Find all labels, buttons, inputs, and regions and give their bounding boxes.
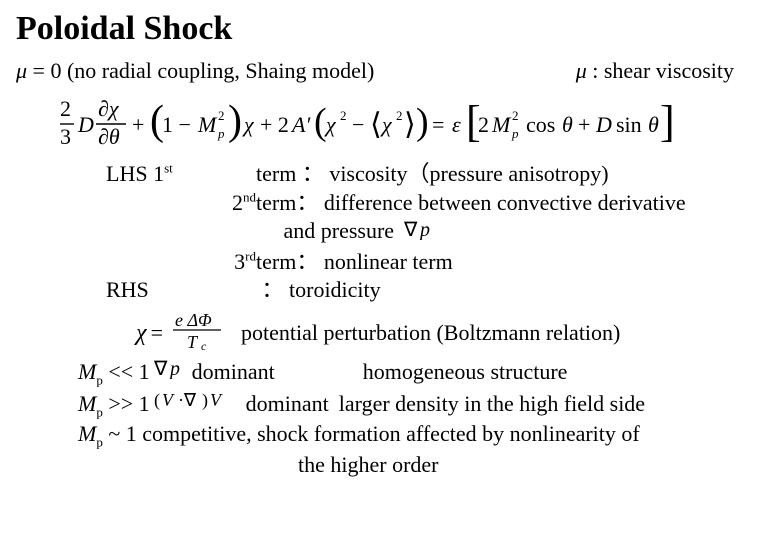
svg-text:T: T [187, 332, 199, 350]
grad-p-icon: ∇p [404, 219, 440, 247]
chi-definition: χ = e ΔΦ T c potential perturbation (Bol… [136, 310, 764, 357]
svg-text:∂χ: ∂χ [98, 98, 120, 121]
svg-text:3: 3 [60, 124, 71, 149]
svg-text:M: M [491, 112, 512, 137]
case-mp-large: Mp >> 1 ( V ·∇ ) V dominant larger densi… [78, 389, 764, 421]
svg-text:): ) [416, 101, 429, 143]
svg-text:(: ( [154, 390, 160, 411]
lhs-3rd-desc: term： nonlinear term [256, 248, 453, 276]
svg-text:−: − [352, 112, 364, 137]
svg-text:χ: χ [242, 112, 255, 137]
svg-text:+: + [132, 112, 144, 137]
svg-text:·∇: ·∇ [178, 390, 197, 410]
svg-text:2: 2 [396, 108, 403, 123]
v-grad-v-icon: ( V ·∇ ) V [154, 389, 242, 418]
svg-text:2: 2 [60, 98, 71, 121]
svg-text:⟨: ⟨ [370, 108, 382, 141]
subtitle-row: μ = 0 (no radial coupling, Shaing model)… [16, 57, 764, 85]
svg-text:M: M [197, 112, 218, 137]
svg-text:p: p [511, 126, 519, 141]
svg-text:+: + [578, 112, 590, 137]
case-mp-small: Mp << 1 ∇p dominant homogeneous structur… [78, 358, 764, 389]
svg-text:χ: χ [380, 112, 393, 137]
grad-p-icon-2: ∇p [154, 358, 188, 386]
svg-text:2: 2 [512, 108, 519, 123]
svg-text:V: V [162, 390, 175, 410]
svg-text:p: p [217, 126, 225, 141]
svg-text:1 −: 1 − [162, 112, 191, 137]
svg-text:ε: ε [452, 112, 461, 137]
chi-fraction-icon: e ΔΦ T c [171, 310, 225, 357]
svg-text:A′: A′ [290, 112, 311, 137]
mu-symbol-left: μ [16, 58, 27, 83]
svg-text:p: p [418, 220, 430, 240]
svg-text:c: c [201, 339, 207, 350]
mu-zero-text: = 0 (no radial coupling, Shaing model) [27, 58, 374, 83]
lhs-1st-label: LHS 1st [106, 160, 256, 188]
svg-text:]: ] [660, 98, 675, 146]
svg-text:D: D [595, 112, 612, 137]
svg-text:): ) [228, 98, 242, 144]
svg-text:e ΔΦ: e ΔΦ [175, 310, 212, 330]
svg-text:2: 2 [218, 108, 225, 123]
mu-viscosity-note: μ : shear viscosity [576, 57, 734, 85]
mu-viscosity-text: : shear viscosity [587, 58, 734, 83]
chi-symbol: χ [136, 318, 147, 348]
svg-text:∂θ: ∂θ [98, 124, 120, 149]
svg-text:2: 2 [478, 112, 489, 137]
lhs-1st-desc: term ： viscosity（pressure anisotropy) [256, 160, 609, 188]
lhs-2nd-desc: term： difference between convective deri… [256, 189, 686, 217]
svg-text:cos: cos [526, 112, 555, 137]
svg-text:θ: θ [562, 112, 573, 137]
svg-text:D: D [77, 112, 94, 137]
svg-text:(: ( [314, 101, 327, 143]
svg-text:p: p [168, 359, 180, 379]
svg-text:χ: χ [324, 112, 337, 137]
svg-text:): ) [202, 390, 208, 411]
svg-text:θ: θ [648, 112, 659, 137]
mu-zero-note: μ = 0 (no radial coupling, Shaing model) [16, 57, 374, 85]
svg-text:⟩: ⟩ [404, 108, 416, 141]
main-equation: 2 3 D ∂χ ∂θ + ( 1 − M p 2 ) χ + 2 A′ ( χ… [60, 98, 764, 154]
lhs-2nd-label: 2nd [106, 189, 256, 217]
svg-text:∇: ∇ [154, 359, 168, 379]
case-mp-one-cont: the higher order [298, 451, 764, 479]
term-explanations: LHS 1st term ： viscosity（pressure anisot… [106, 160, 764, 304]
rhs-label: RHS [106, 276, 256, 304]
svg-text:2: 2 [340, 108, 347, 123]
svg-text:=: = [432, 112, 444, 137]
svg-text:∇: ∇ [404, 220, 418, 240]
mu-symbol-right: μ [576, 58, 587, 83]
chi-equals: = [151, 319, 163, 347]
case-mp-one: Mp ~ 1 competitive, shock formation affe… [78, 420, 764, 451]
case-mp-large-struct: larger density in the high field side [339, 390, 645, 418]
lhs-2nd-desc-cont: and pressure ∇p [256, 217, 444, 247]
lhs-3rd-label: 3rd [106, 248, 256, 276]
chi-desc: potential perturbation (Boltzmann relati… [241, 319, 620, 347]
case-mp-small-struct: homogeneous structure [363, 358, 568, 386]
svg-text:V: V [210, 390, 223, 410]
rhs-desc: ： toroidicity [256, 276, 381, 304]
case-list: Mp << 1 ∇p dominant homogeneous structur… [78, 358, 764, 478]
page-title: Poloidal Shock [16, 8, 764, 51]
svg-text:sin: sin [616, 112, 642, 137]
svg-text:+ 2: + 2 [260, 112, 289, 137]
